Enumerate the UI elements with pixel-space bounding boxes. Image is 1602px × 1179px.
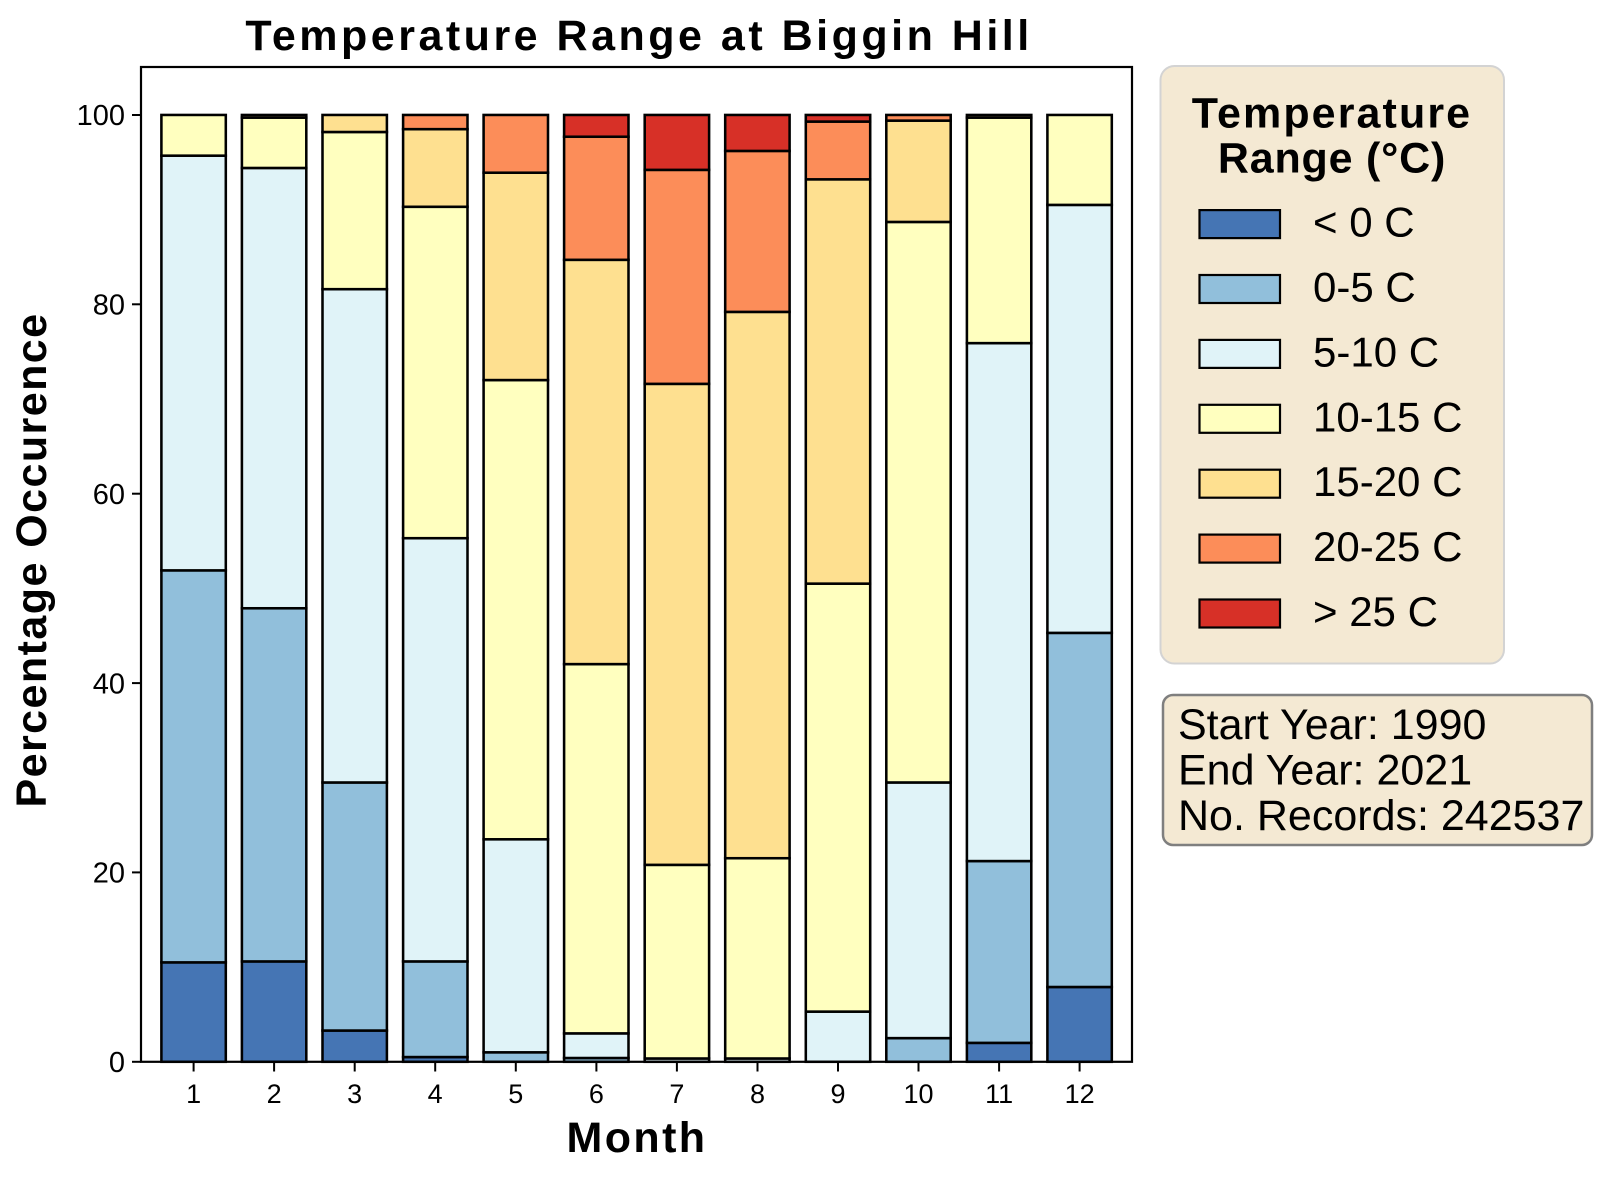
svg-text:100: 100 (77, 100, 125, 132)
svg-text:2: 2 (267, 1079, 282, 1109)
svg-text:> 25 C: > 25 C (1313, 588, 1438, 635)
svg-text:< 0 C: < 0 C (1313, 199, 1415, 246)
svg-text:9: 9 (830, 1079, 845, 1109)
svg-text:8: 8 (750, 1079, 765, 1109)
svg-text:No. Records: 242537: No. Records: 242537 (1178, 792, 1584, 840)
svg-text:6: 6 (589, 1079, 604, 1109)
svg-text:10-15 C: 10-15 C (1313, 393, 1462, 440)
svg-text:5: 5 (508, 1079, 523, 1109)
svg-text:40: 40 (93, 668, 125, 700)
svg-text:Temperature: Temperature (1192, 90, 1472, 138)
svg-text:Month: Month (567, 1114, 708, 1162)
svg-text:7: 7 (669, 1079, 684, 1109)
svg-text:0: 0 (109, 1047, 125, 1079)
svg-text:Range (°C): Range (°C) (1218, 134, 1446, 182)
svg-text:Start Year: 1990: Start Year: 1990 (1178, 701, 1486, 749)
svg-text:80: 80 (93, 290, 125, 322)
svg-text:10: 10 (903, 1079, 933, 1109)
svg-text:20: 20 (93, 858, 125, 890)
svg-text:5-10 C: 5-10 C (1313, 328, 1439, 375)
svg-text:15-20 C: 15-20 C (1313, 458, 1462, 505)
svg-text:20-25 C: 20-25 C (1313, 523, 1462, 570)
svg-text:12: 12 (1065, 1079, 1095, 1109)
svg-text:Temperature Range at Biggin Hi: Temperature Range at Biggin Hill (245, 12, 1032, 60)
svg-text:1: 1 (186, 1079, 201, 1109)
svg-text:Percentage Occurence: Percentage Occurence (8, 312, 56, 807)
svg-text:3: 3 (347, 1079, 362, 1109)
svg-text:11: 11 (985, 1079, 1013, 1109)
svg-text:0-5 C: 0-5 C (1313, 264, 1416, 311)
svg-text:4: 4 (428, 1079, 443, 1109)
svg-text:End Year: 2021: End Year: 2021 (1178, 747, 1472, 795)
svg-text:60: 60 (93, 479, 125, 511)
